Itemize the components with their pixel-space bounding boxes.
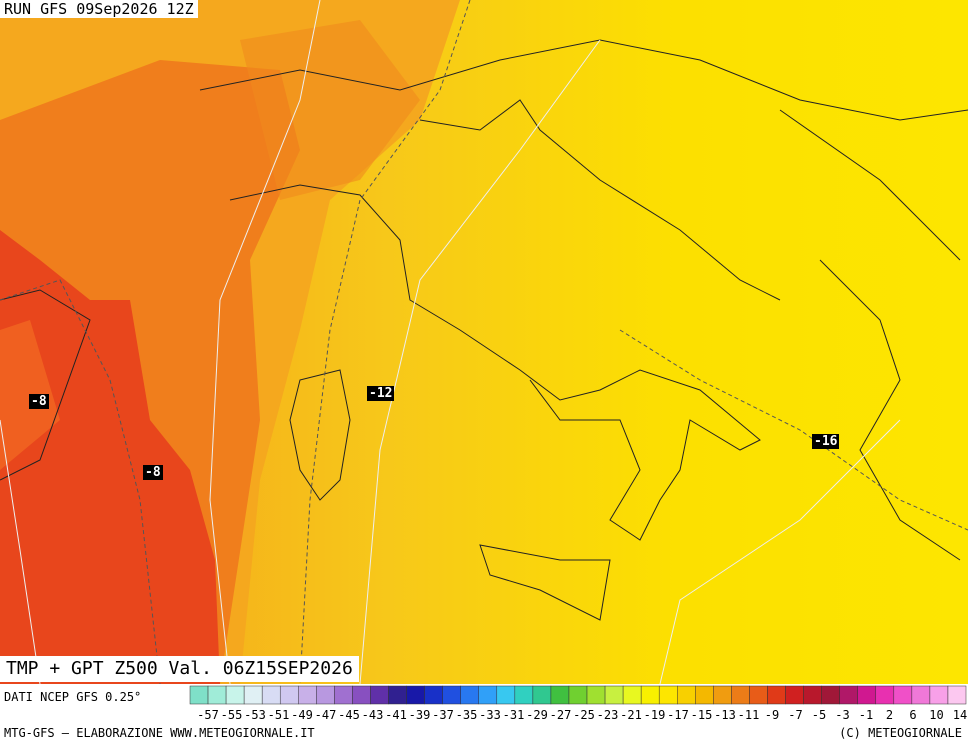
legend-label: -47 <box>314 708 337 722</box>
color-swatch <box>316 685 335 705</box>
color-swatch <box>947 685 967 705</box>
color-swatch <box>568 685 588 705</box>
legend-label: -33 <box>479 708 501 722</box>
color-swatch <box>370 685 389 705</box>
legend-label: -53 <box>244 708 266 722</box>
color-swatch <box>532 685 552 705</box>
legend-label: -17 <box>667 708 689 722</box>
temp-area <box>240 20 420 200</box>
color-swatch <box>243 685 263 705</box>
color-swatch <box>424 685 443 705</box>
color-swatch <box>695 685 714 705</box>
credit: MTG-GFS – ELABORAZIONE WWW.METEOGIORNALE… <box>4 726 315 740</box>
color-swatch <box>261 685 281 705</box>
legend-label: -19 <box>643 708 666 722</box>
legend-label: -43 <box>361 708 384 722</box>
color-swatch <box>586 685 606 705</box>
color-swatch <box>785 685 804 705</box>
legend-label: -15 <box>690 708 713 722</box>
legend-label: -9 <box>764 708 780 722</box>
legend-label: -55 <box>220 708 243 722</box>
legend-label: 14 <box>952 708 968 722</box>
color-swatch <box>875 685 895 705</box>
color-swatch <box>496 685 516 705</box>
color-swatch <box>225 685 245 705</box>
isohypses <box>0 0 901 685</box>
legend-label: -41 <box>385 708 407 722</box>
contour-label: -16 <box>812 434 840 449</box>
color-swatch <box>803 685 822 705</box>
color-swatch <box>658 685 678 705</box>
legend-label: 6 <box>909 708 917 722</box>
color-swatch <box>749 685 768 705</box>
legend-label: -37 <box>432 708 454 722</box>
color-bar <box>189 685 967 705</box>
legend-label: -3 <box>835 708 850 722</box>
legend-label: -23 <box>596 708 619 722</box>
contour-label: -12 <box>367 386 395 401</box>
color-swatch <box>713 685 732 705</box>
color-swatch <box>677 685 696 705</box>
legend-label: -45 <box>338 708 360 722</box>
color-swatch <box>911 685 931 705</box>
contour-label: -8 <box>143 465 163 480</box>
copyright: (C) METEOGIORNALE <box>839 726 962 740</box>
legend-label: -5 <box>811 708 827 722</box>
color-swatch <box>821 685 840 705</box>
color-swatch <box>622 685 642 705</box>
color-swatch <box>352 685 371 705</box>
coastlines <box>0 39 968 621</box>
color-swatch <box>550 685 570 705</box>
color-swatch <box>298 685 317 705</box>
color-swatch <box>334 685 353 705</box>
color-swatch <box>478 685 498 705</box>
legend-label: -11 <box>737 708 760 722</box>
legend-label: 10 <box>929 708 944 722</box>
legend-label: -25 <box>573 708 595 722</box>
legend-label: -29 <box>526 708 548 722</box>
map-title: TMP + GPT Z500 Val. 06Z15SEP2026 <box>0 656 359 682</box>
color-swatch <box>767 685 786 705</box>
color-swatch <box>514 685 534 705</box>
color-swatch <box>893 685 913 705</box>
color-swatch <box>207 685 227 705</box>
legend-label: -1 <box>858 708 874 722</box>
legend-label: -31 <box>502 708 525 722</box>
color-swatch <box>604 685 624 705</box>
legend-label: -7 <box>788 708 803 722</box>
contour-label: -8 <box>29 394 49 409</box>
color-swatch <box>442 685 461 705</box>
legend-label: -49 <box>291 708 313 722</box>
legend-label: -27 <box>549 708 572 722</box>
legend-label: -13 <box>714 708 736 722</box>
color-swatch <box>731 685 750 705</box>
legend-label: 2 <box>885 708 894 722</box>
isotherms <box>0 0 968 685</box>
color-swatch <box>388 685 407 705</box>
temp-area <box>0 230 220 684</box>
legend-label: -21 <box>620 708 642 722</box>
color-swatch <box>189 685 209 705</box>
legend-label: -57 <box>197 708 219 722</box>
data-source: DATI NCEP GFS 0.25° <box>4 690 142 704</box>
legend-label: -35 <box>455 708 478 722</box>
legend-label: -39 <box>408 708 431 722</box>
color-swatch <box>640 685 660 705</box>
color-swatch <box>279 685 299 705</box>
color-swatch <box>857 685 877 705</box>
color-swatch <box>460 685 479 705</box>
legend-label: -51 <box>267 708 290 722</box>
color-swatch <box>406 685 425 705</box>
color-swatch <box>929 685 949 705</box>
color-swatch <box>839 685 858 705</box>
run-label: RUN GFS 09Sep2026 12Z <box>0 0 198 18</box>
